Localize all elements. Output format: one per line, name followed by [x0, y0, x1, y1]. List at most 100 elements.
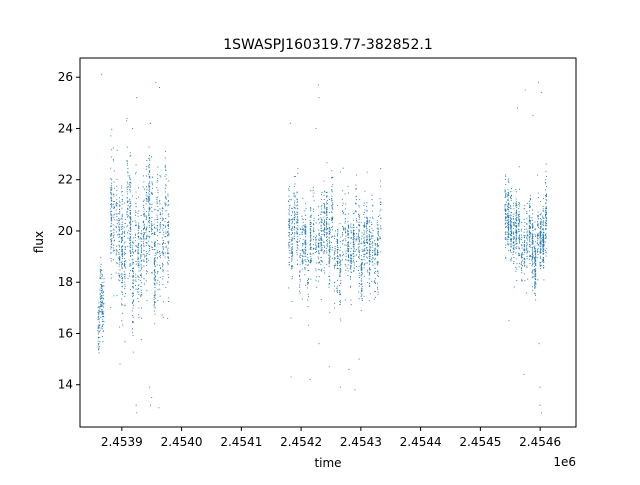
data-point — [328, 260, 330, 262]
data-point — [369, 220, 371, 222]
data-point — [516, 217, 518, 219]
data-point — [537, 234, 539, 236]
data-point — [145, 215, 147, 217]
data-point — [347, 230, 349, 232]
data-point — [352, 212, 354, 215]
data-point — [161, 251, 163, 254]
data-point — [154, 278, 156, 281]
data-point — [118, 236, 120, 238]
data-point — [159, 264, 161, 266]
data-point — [148, 231, 150, 233]
data-point — [113, 244, 115, 246]
data-point — [352, 224, 354, 226]
data-point — [296, 230, 298, 232]
data-point — [157, 191, 159, 193]
data-point — [132, 282, 134, 284]
data-point — [358, 238, 360, 240]
data-point — [508, 227, 510, 229]
data-point — [320, 248, 322, 250]
data-point — [132, 334, 134, 337]
data-point — [291, 260, 293, 262]
data-point — [293, 195, 295, 197]
data-point — [113, 213, 115, 215]
data-point — [122, 254, 124, 256]
data-point — [365, 220, 367, 222]
data-point — [161, 314, 163, 316]
data-point — [126, 159, 128, 162]
data-point — [364, 209, 366, 211]
data-point — [339, 260, 341, 262]
data-point — [135, 404, 137, 406]
data-point — [110, 240, 112, 242]
data-point — [519, 222, 521, 224]
data-point — [352, 260, 355, 262]
data-point — [516, 243, 518, 245]
data-point — [360, 265, 362, 267]
data-point — [356, 220, 358, 222]
data-point — [341, 259, 343, 261]
data-point — [532, 252, 534, 254]
data-point — [358, 229, 360, 231]
data-point — [156, 187, 158, 189]
data-point — [361, 259, 363, 261]
data-point — [358, 274, 360, 277]
data-point — [353, 264, 355, 266]
data-point — [358, 240, 360, 242]
data-point — [321, 261, 323, 263]
data-point — [118, 212, 120, 215]
data-point — [505, 220, 507, 222]
data-point — [324, 205, 326, 207]
data-point — [342, 213, 344, 215]
data-point — [513, 232, 515, 234]
data-point — [288, 246, 290, 248]
data-point — [140, 285, 142, 288]
data-point — [540, 237, 542, 239]
data-point — [143, 226, 146, 228]
data-point — [353, 238, 355, 240]
data-point — [341, 199, 343, 201]
data-point — [99, 336, 101, 338]
data-point — [162, 248, 164, 250]
data-point — [159, 255, 161, 257]
data-point — [347, 243, 349, 245]
data-point — [101, 301, 103, 303]
data-point — [99, 341, 101, 343]
data-point — [531, 256, 533, 258]
data-point — [124, 341, 126, 343]
data-point — [168, 301, 170, 303]
data-point — [339, 250, 341, 252]
data-point — [529, 219, 531, 222]
data-point — [376, 227, 378, 229]
data-point — [164, 164, 166, 166]
data-point — [536, 236, 538, 238]
data-point — [137, 264, 139, 266]
data-point — [526, 252, 528, 254]
data-point — [531, 235, 533, 237]
data-point — [342, 225, 344, 227]
data-point — [115, 272, 117, 274]
data-point — [288, 236, 290, 238]
data-point — [520, 234, 522, 236]
data-point — [121, 282, 123, 284]
data-point — [376, 249, 378, 251]
data-point — [339, 271, 341, 273]
data-point — [299, 229, 301, 231]
data-point — [149, 177, 151, 179]
data-point — [326, 236, 328, 238]
data-point — [328, 232, 330, 235]
data-point — [542, 267, 545, 269]
data-point — [344, 220, 346, 222]
data-point — [523, 231, 525, 233]
data-point — [138, 266, 140, 268]
data-point — [510, 259, 512, 261]
data-point — [132, 299, 134, 301]
data-point — [369, 238, 371, 240]
data-point — [376, 246, 378, 248]
data-point — [347, 257, 350, 259]
data-point — [348, 368, 350, 370]
data-point — [377, 224, 379, 226]
data-point — [299, 292, 301, 294]
data-point — [336, 250, 338, 252]
data-point — [116, 219, 118, 221]
data-point — [377, 262, 379, 264]
